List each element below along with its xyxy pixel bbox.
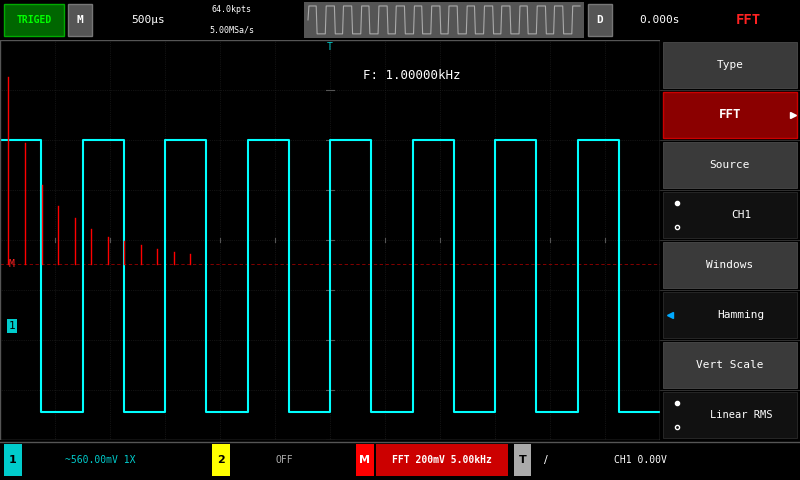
Text: M: M <box>9 259 15 269</box>
Text: T: T <box>327 42 333 52</box>
Text: Windows: Windows <box>706 260 754 270</box>
FancyBboxPatch shape <box>662 42 797 88</box>
FancyBboxPatch shape <box>662 192 797 238</box>
FancyBboxPatch shape <box>662 242 797 288</box>
Text: M: M <box>359 455 370 465</box>
Text: 64.0kpts: 64.0kpts <box>212 5 252 14</box>
FancyBboxPatch shape <box>4 444 22 476</box>
FancyBboxPatch shape <box>376 444 508 476</box>
Text: CH1 0.00V: CH1 0.00V <box>614 455 666 465</box>
Text: FFT: FFT <box>718 108 742 121</box>
Text: F: 1.00000kHz: F: 1.00000kHz <box>363 70 461 83</box>
Text: 1: 1 <box>9 455 17 465</box>
FancyBboxPatch shape <box>212 444 230 476</box>
FancyBboxPatch shape <box>662 142 797 188</box>
Text: 2: 2 <box>217 455 225 465</box>
Text: D: D <box>597 15 603 25</box>
Text: M: M <box>77 15 83 25</box>
Text: 1: 1 <box>9 321 15 331</box>
Text: Linear RMS: Linear RMS <box>710 410 773 420</box>
FancyBboxPatch shape <box>662 392 797 438</box>
Text: ~560.00mV 1X: ~560.00mV 1X <box>65 455 135 465</box>
Text: CH1: CH1 <box>731 210 751 220</box>
FancyBboxPatch shape <box>356 444 374 476</box>
Text: Type: Type <box>717 60 743 70</box>
FancyBboxPatch shape <box>662 292 797 338</box>
FancyBboxPatch shape <box>662 92 797 138</box>
Text: T: T <box>518 455 526 465</box>
Text: 500μs: 500μs <box>131 15 165 25</box>
Text: /: / <box>544 455 547 465</box>
Text: OFF: OFF <box>275 455 293 465</box>
FancyBboxPatch shape <box>304 2 584 38</box>
FancyBboxPatch shape <box>4 4 64 36</box>
FancyBboxPatch shape <box>662 342 797 388</box>
FancyBboxPatch shape <box>588 4 612 36</box>
Text: 0.000s: 0.000s <box>640 15 680 25</box>
FancyBboxPatch shape <box>514 444 531 476</box>
Text: TRIGED: TRIGED <box>17 15 52 25</box>
Text: Source: Source <box>710 160 750 170</box>
FancyBboxPatch shape <box>68 4 92 36</box>
Text: FFT 200mV 5.00kHz: FFT 200mV 5.00kHz <box>392 455 491 465</box>
Text: Hamming: Hamming <box>718 310 765 320</box>
Text: Vert Scale: Vert Scale <box>696 360 764 370</box>
Text: FFT: FFT <box>735 13 761 27</box>
Text: 5.00MSa/s: 5.00MSa/s <box>210 25 254 35</box>
